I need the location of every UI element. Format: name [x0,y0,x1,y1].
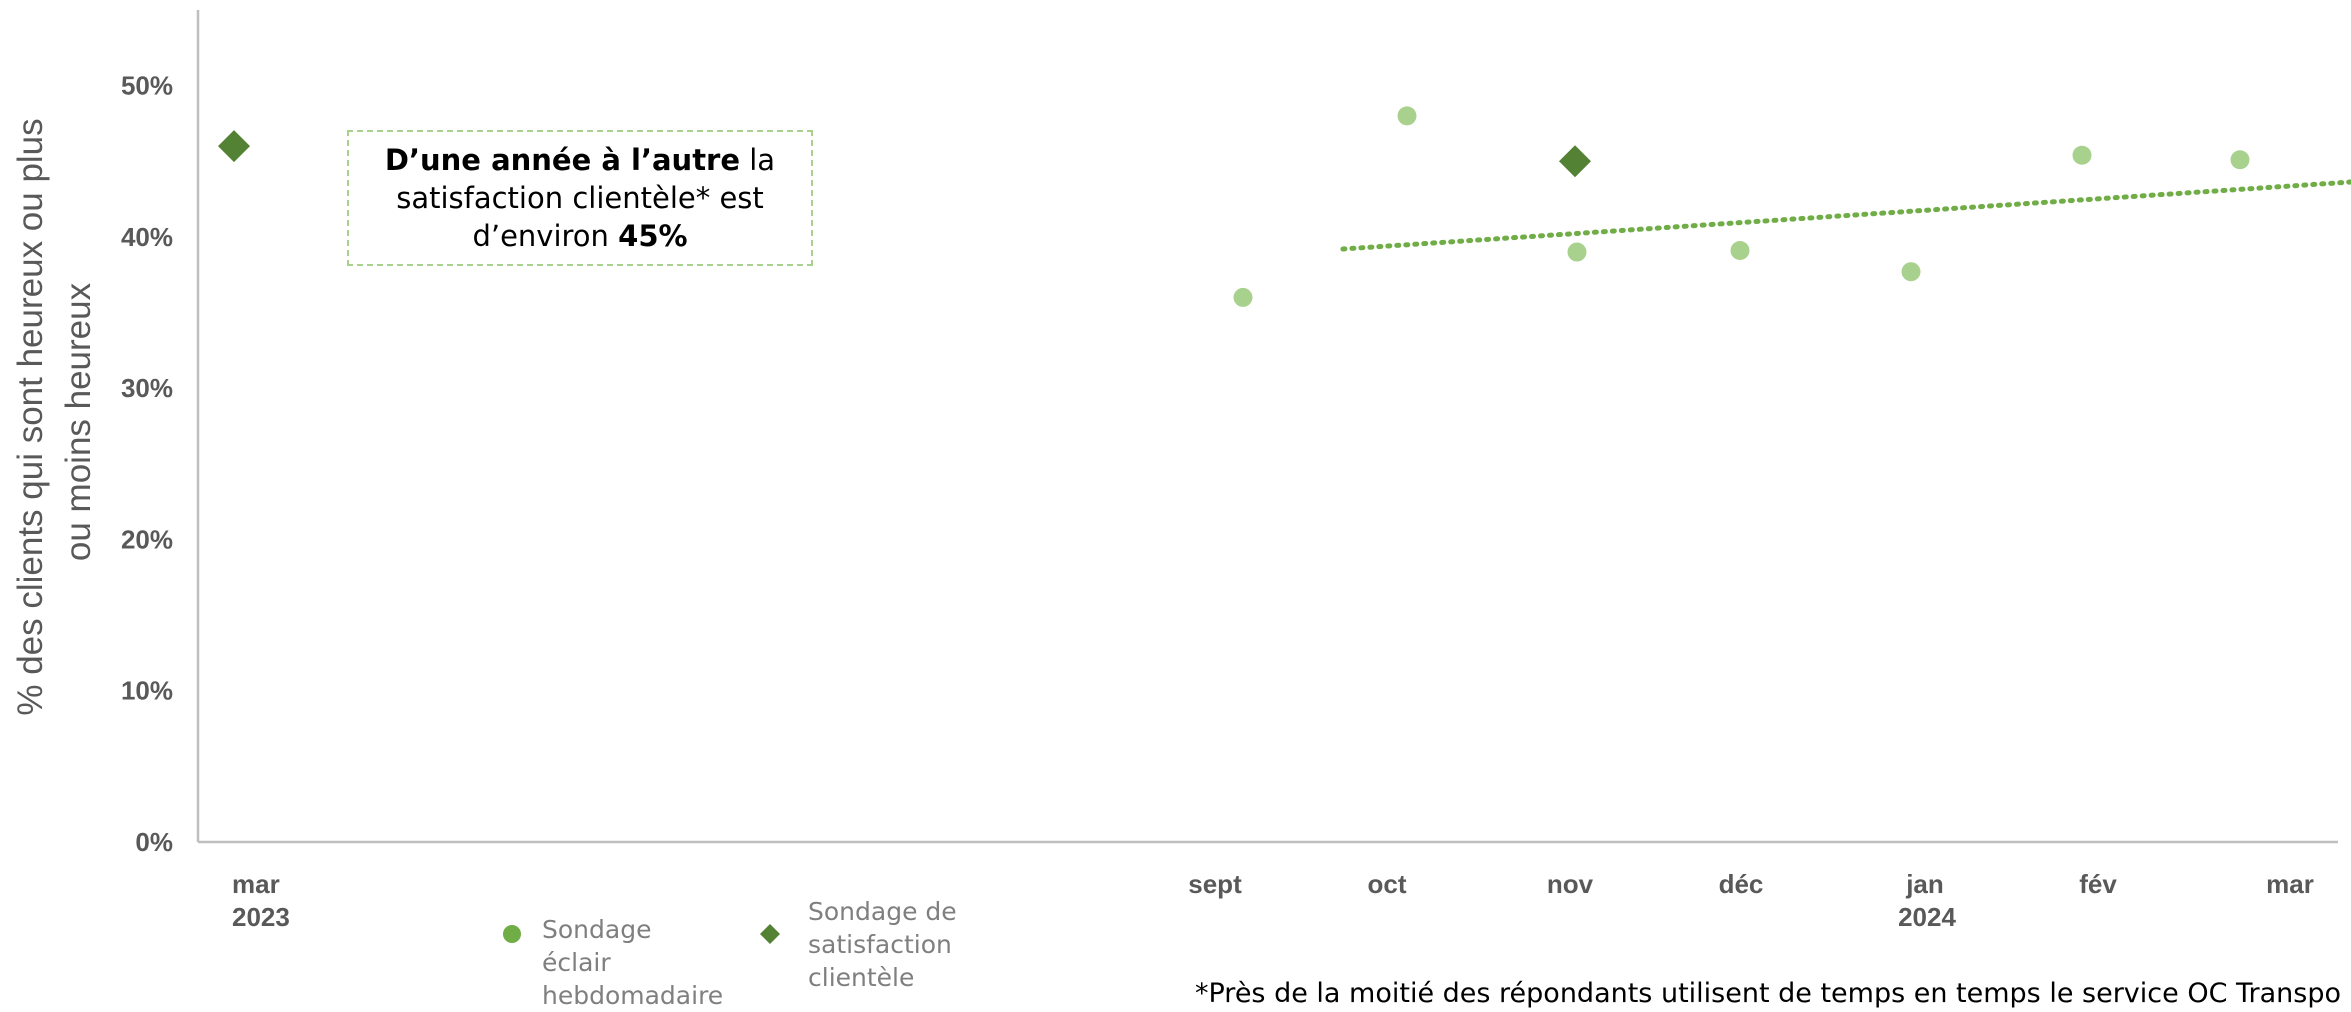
x-tick-label: déc [1719,869,1764,899]
y-tick-label: 30% [121,373,173,403]
legend-diamond-marker-icon [760,924,780,944]
point-weekly-survey [1730,241,1750,261]
footnote: *Près de la moitié des répondants utilis… [1195,978,2342,1009]
axes [196,10,2338,844]
annotation-box: D’une année à l’autre la satisfaction cl… [347,130,813,266]
x-tick-sublabel: 2024 [1898,902,1956,932]
x-tick-label: mar [2266,869,2314,899]
x-tick-label: sept [1188,869,1242,899]
legend-circle-marker-icon [503,925,521,943]
legend-label-weekly: Sondage éclair hebdomadaire [542,915,724,1010]
point-satisfaction-survey [218,130,250,163]
legend-item-weekly: Sondage éclair hebdomadaire [500,913,724,1012]
point-weekly-survey [2072,145,2092,165]
x-tick-label: oct [1368,869,1407,899]
trendline-weekly [1340,179,2351,252]
x-tick-label: nov [1547,869,1594,899]
point-weekly-survey [1233,287,1253,307]
y-axis-label: % des clients qui sont heureux ou plus ou… [11,118,98,715]
trendline [1340,179,2351,252]
y-axis-label-line-2: ou moins heureux [59,282,98,561]
data-points [218,106,2250,307]
annotation-text: D’une année à l’autre la satisfaction cl… [379,141,781,255]
x-tick-label: fév [2079,869,2117,899]
x-tick-label: mar [232,869,280,899]
x-tick-label: jan [1905,869,1944,899]
annotation-bold-tail: 45% [618,219,688,253]
legend-label-satisfaction: Sondage de satisfaction clientèle [808,897,957,992]
point-satisfaction-survey [1559,145,1591,178]
point-weekly-survey [1397,106,1417,126]
y-tick-label: 40% [121,222,173,252]
y-tick-label: 50% [121,71,173,101]
y-tick-label: 0% [135,827,173,857]
point-weekly-survey [1901,262,1921,282]
annotation-middle: la satisfaction clientèle* est d’environ [396,143,776,253]
y-axis-label-line-1: % des clients qui sont heureux ou plus [11,118,50,715]
y-tick-label: 20% [121,524,173,554]
point-weekly-survey [1567,242,1587,262]
legend-item-satisfaction: Sondage de satisfaction clientèle [758,895,968,994]
legend: Sondage éclair hebdomadaire Sondage de s… [500,895,1020,1010]
point-weekly-survey [2230,150,2250,170]
annotation-bold-lead: D’une année à l’autre [384,143,741,177]
y-tick-label: 10% [121,676,173,706]
x-tick-sublabel: 2023 [232,902,290,932]
y-tick-labels: 0% 10% 20% 30% 40% 50% [121,71,173,857]
